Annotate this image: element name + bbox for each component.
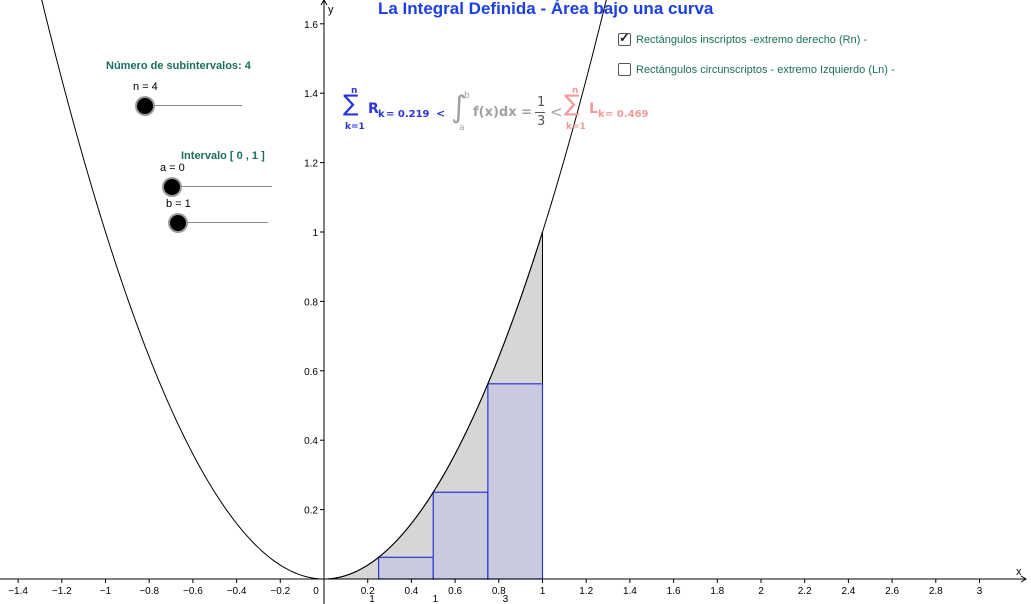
n-slider-track (142, 105, 242, 106)
sigma-right-icon: ∑ (343, 91, 359, 117)
x-tick-label: −0.4 (227, 586, 247, 597)
sum-right-bottom: k=1 (345, 122, 365, 132)
x-tick-label: 0.4 (404, 586, 418, 597)
x-tick-label: 0.8 (492, 586, 506, 597)
y-tick-label: 0.6 (304, 367, 318, 378)
a-slider[interactable] (164, 179, 272, 195)
sum-left-bottom: k=1 (566, 122, 586, 132)
x-tick-label: −1.4 (8, 586, 28, 597)
r-subscript: k (378, 109, 385, 120)
x-axis-arrow (1020, 575, 1027, 583)
checkbox-inscribed-box[interactable] (618, 30, 631, 46)
x-tick-label: 1.4 (623, 586, 637, 597)
inscribed-rectangle (432, 491, 489, 580)
integral-lower: a (459, 123, 465, 133)
x-tick-label: 2.4 (841, 586, 855, 597)
riemann-formula: n ∑ k=1 R k = 0.219 < ∫ b a f(x)dx = 1 3… (340, 86, 660, 136)
checkbox-inscribed[interactable]: Rectángulos inscriptos -extremo derecho … (618, 30, 868, 46)
n-slider[interactable] (137, 98, 242, 114)
b-slider-knob[interactable] (170, 215, 186, 231)
a-slider-knob[interactable] (164, 179, 180, 195)
partition-label: 1 (433, 594, 439, 604)
x-tick-label: −0.8 (139, 586, 159, 597)
less-than-2: < (550, 103, 563, 121)
n-slider-label: n = 4 (133, 81, 158, 93)
b-slider-track (168, 222, 268, 223)
x-tick-label: −0.6 (183, 586, 203, 597)
function-curve (41, 0, 607, 580)
y-tick-label: 0.2 (304, 506, 318, 517)
y-tick-label: 1.6 (304, 20, 318, 31)
y-tick-label: 0.4 (304, 436, 318, 447)
fraction-bar (535, 112, 545, 113)
page-title: La Integral Definida - Área bajo una cur… (378, 0, 714, 18)
n-slider-knob[interactable] (137, 98, 153, 114)
partition-label: 1 (369, 594, 375, 604)
l-term: L (589, 101, 598, 117)
y-tick-label: 0.8 (304, 297, 318, 308)
a-slider-label: a = 0 (160, 162, 185, 174)
partition-label: 3 (503, 594, 509, 604)
l-subscript: k (598, 109, 605, 120)
a-slider-track (170, 186, 272, 187)
y-tick-label: 1 (312, 228, 318, 239)
x-tick-label: 1 (540, 586, 546, 597)
integral-icon: ∫ (451, 90, 467, 125)
x-tick-label: −1 (100, 586, 112, 597)
b-slider-label: b = 1 (166, 198, 191, 210)
x-tick-label: 2.8 (929, 586, 943, 597)
sum-right-top: n (351, 86, 358, 96)
checkbox-circumscribed[interactable]: Rectángulos circunscriptos - extremo Izq… (618, 63, 895, 76)
x-tick-label: 2.2 (798, 586, 812, 597)
integral-upper: b (464, 91, 470, 101)
b-slider[interactable] (168, 215, 268, 231)
x-tick-label: 0 (313, 586, 319, 597)
x-tick-label: 1.8 (710, 586, 724, 597)
x-tick-label: 2 (758, 586, 764, 597)
r-value: = 0.219 (386, 109, 430, 120)
interval-heading: Intervalo [ 0 , 1 ] (181, 150, 265, 162)
l-value: = 0.469 (605, 109, 649, 120)
less-than-1: < (436, 107, 446, 120)
sum-left-top: n (572, 86, 579, 96)
sigma-left-icon: ∑ (564, 91, 580, 117)
fraction-denominator: 3 (537, 114, 546, 129)
y-tick-label: 1.2 (304, 159, 318, 170)
x-tick-label: −0.2 (270, 586, 290, 597)
x-tick-label: 1.2 (579, 586, 593, 597)
x-tick-label: 0.6 (448, 586, 462, 597)
x-tick-label: 3 (977, 586, 983, 597)
x-tick-label: 1.6 (667, 586, 681, 597)
x-axis-label: x (1016, 566, 1022, 578)
y-axis-label: y (328, 4, 334, 16)
integrand: f(x)dx = (473, 105, 533, 120)
y-axis-arrow (320, 0, 328, 6)
inscribed-rectangle (487, 383, 544, 580)
r-term: R (368, 101, 379, 117)
checkbox-inscribed-label: Rectángulos inscriptos -extremo derecho … (636, 33, 868, 46)
x-tick-label: 2.6 (885, 586, 899, 597)
inscribed-rectangle (378, 556, 434, 580)
y-tick-label: 1.4 (304, 89, 318, 100)
checkbox-circumscribed-box[interactable] (618, 63, 631, 76)
x-tick-label: 0.2 (361, 586, 375, 597)
fraction-numerator: 1 (537, 95, 546, 110)
x-tick-label: −1.2 (52, 586, 72, 597)
n-heading: Número de subintervalos: 4 (106, 60, 251, 72)
checkbox-circumscribed-label: Rectángulos circunscriptos - extremo Izq… (636, 63, 895, 76)
